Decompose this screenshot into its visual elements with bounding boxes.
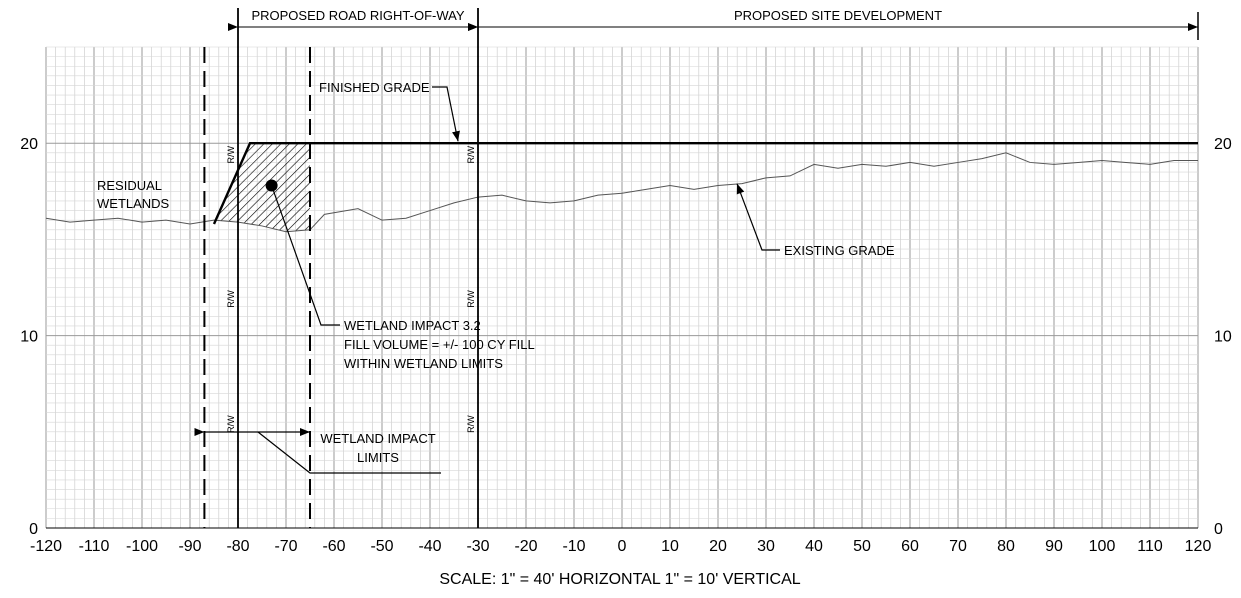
x-tick-label: 40 (805, 538, 823, 555)
row-marker-label: R/W (226, 415, 236, 433)
existing-grade-label: EXISTING GRADE (784, 243, 895, 258)
x-tick-label: -40 (418, 538, 441, 555)
residual-wetlands-label: WETLANDS (97, 196, 170, 211)
axis-ticks: -120 -110 -100 -90 -80 -70 -60 -50 -40 -30 -20 -10 0… (20, 136, 1232, 588)
existing-grade-leader (736, 183, 780, 251)
x-tick-label: 110 (1137, 538, 1163, 555)
y-tick-label-right: 20 (1214, 136, 1232, 153)
grid (45, 46, 1199, 529)
residual-wetlands-label: RESIDUAL (97, 178, 162, 193)
y-tick-label-left: 0 (29, 521, 38, 538)
row-marker-label: R/W (466, 415, 476, 433)
x-tick-label: -10 (562, 538, 585, 555)
wetland-impact-note: WITHIN WETLAND LIMITS (344, 356, 503, 371)
x-tick-label: 100 (1089, 538, 1116, 555)
annotations: PROPOSED ROAD RIGHT-OF-WAY PROPOSED SITE … (97, 8, 1199, 474)
y-tick-label-right: 0 (1214, 521, 1223, 538)
finished-grade-line (212, 141, 1198, 225)
scale-note: SCALE: 1" = 40' HORIZONTAL 1" = 10' VERT… (439, 571, 800, 588)
x-tick-label: 120 (1185, 538, 1212, 555)
x-tick-label: -100 (126, 538, 158, 555)
x-tick-label: 60 (901, 538, 919, 555)
y-tick-label-left: 10 (20, 329, 38, 346)
x-tick-label: -60 (322, 538, 345, 555)
proposed-site-label: PROPOSED SITE DEVELOPMENT (734, 8, 942, 23)
wetland-impact-leader (271, 185, 340, 326)
x-tick-label: -90 (178, 538, 201, 555)
x-tick-label: -110 (79, 538, 110, 555)
finished-grade-label: FINISHED GRADE (319, 80, 430, 95)
x-tick-label: 10 (661, 538, 679, 555)
wetland-impact-note: WETLAND IMPACT 3.2 (344, 318, 481, 333)
x-tick-label: 20 (709, 538, 727, 555)
wetland-impact-limits-label: LIMITS (357, 450, 399, 465)
finished-grade-leader (432, 86, 460, 142)
x-tick-label: 30 (757, 538, 775, 555)
row-marker-label: R/W (466, 145, 476, 163)
row-marker-label: R/W (226, 145, 236, 163)
x-tick-label: -120 (30, 538, 62, 555)
wetland-impact-note: FILL VOLUME = +/- 100 CY FILL (344, 337, 535, 352)
x-tick-label: -50 (370, 538, 393, 555)
y-tick-label-left: 20 (20, 136, 38, 153)
x-tick-label: 50 (853, 538, 871, 555)
x-tick-label: -80 (226, 538, 249, 555)
row-marker-label: R/W (466, 290, 476, 308)
section-lines: R/W R/W R/W R/W R/W R/W (45, 8, 1198, 528)
wetland-impact-limits-label: WETLAND IMPACT (320, 431, 435, 446)
impact-limits-leader (257, 431, 441, 474)
y-tick-label-right: 10 (1214, 329, 1232, 346)
x-tick-label: -70 (274, 538, 297, 555)
x-tick-label: 0 (618, 538, 627, 555)
proposed-row-label: PROPOSED ROAD RIGHT-OF-WAY (251, 8, 464, 23)
x-tick-label: -20 (514, 538, 537, 555)
x-tick-label: 80 (997, 538, 1015, 555)
x-tick-label: 90 (1045, 538, 1063, 555)
x-tick-label: -30 (466, 538, 489, 555)
row-marker-label: R/W (226, 290, 236, 308)
x-tick-label: 70 (949, 538, 967, 555)
